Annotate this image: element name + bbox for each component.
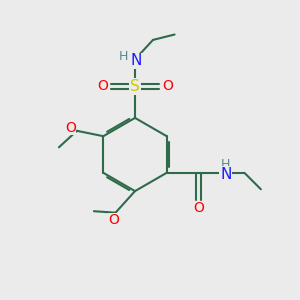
Text: N: N [131,53,142,68]
Text: N: N [220,167,232,182]
Text: O: O [162,80,173,93]
Text: H: H [119,50,128,63]
Text: O: O [97,80,108,93]
Text: H: H [221,158,230,171]
Text: S: S [130,79,140,94]
Text: O: O [193,201,204,215]
Text: O: O [109,213,119,227]
Text: O: O [65,121,76,135]
